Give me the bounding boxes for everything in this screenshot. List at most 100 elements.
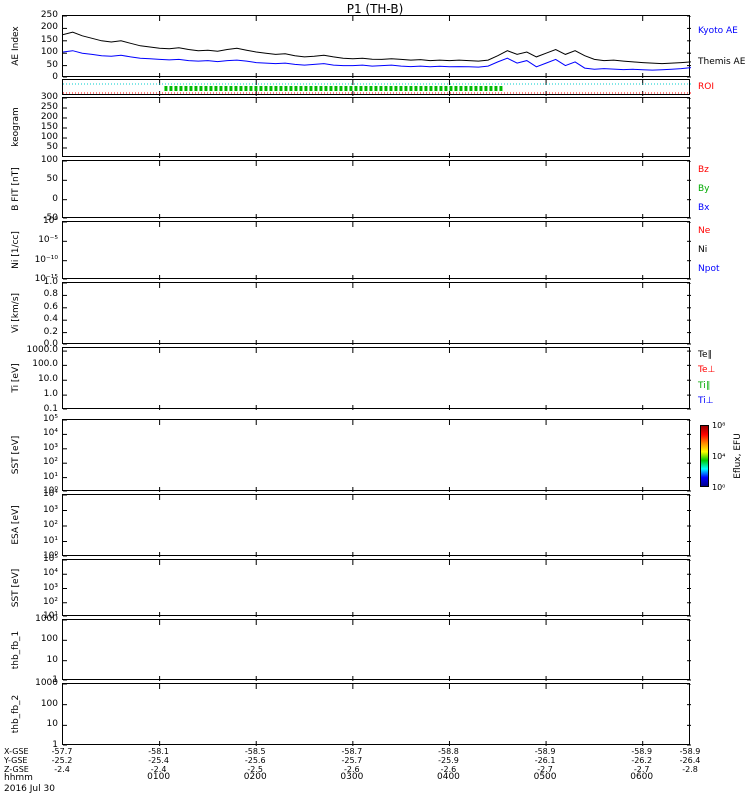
y-tick-label: 0.1 [43, 404, 58, 414]
y-tick-label: 50 [46, 141, 58, 152]
y-tick-label: 200 [40, 111, 58, 122]
var-row-value: -2.7 [633, 765, 650, 774]
panel-plot-thb-fb-2 [63, 684, 691, 746]
y-tick-label: 0 [52, 72, 58, 82]
colorbar-tick-label: 10⁰ [712, 483, 726, 492]
panel-plot-sst-ions [63, 420, 691, 492]
panel-plot-ae-index [63, 16, 691, 78]
y-tick-label: 0.8 [43, 289, 58, 300]
right-label: Te⊥ [698, 365, 716, 376]
y-axis-label-sst-electrons: SST [eV] [11, 568, 21, 607]
y-tick-label: 10⁴ [42, 428, 58, 439]
y-axis-label-ti: Ti [eV] [11, 363, 21, 393]
var-row-value: -2.8 [682, 765, 698, 774]
right-label: Bz [698, 164, 709, 175]
y-tick-label: 10 [46, 719, 58, 730]
y-axis-label-ae-index: AE Index [11, 26, 21, 66]
right-label: ROI [698, 82, 714, 92]
panel-plot-esa [63, 495, 691, 557]
time-tick-label: 0600 [630, 772, 654, 782]
y-tick-label: -50 [43, 213, 58, 223]
y-tick-label: 10⁻⁵ [38, 235, 58, 246]
y-tick-label: 10² [42, 520, 58, 530]
y-tick-label: 100 [40, 698, 58, 709]
y-tick-label: 10⁻¹⁵ [34, 274, 58, 284]
var-row-value: -57.7 [51, 747, 73, 756]
y-tick-label: 10⁵ [42, 554, 58, 564]
panel-plot-b-fit [63, 161, 691, 219]
y-tick-label: 1000 [35, 614, 58, 624]
panel-b-fit [62, 160, 691, 219]
y-axis-label-ni: Ni [1/cc] [11, 231, 21, 269]
right-label: Ne [698, 225, 711, 236]
panel-vi [62, 282, 691, 345]
y-tick-label: 100 [40, 155, 58, 165]
var-row-value: -25.6 [244, 756, 266, 765]
y-tick-label: 10³ [42, 504, 58, 515]
var-row-value: -26.2 [631, 756, 653, 765]
panel-plot-keogram [63, 98, 691, 158]
y-tick-label: 0.4 [43, 314, 58, 325]
y-tick-label: 150 [40, 34, 58, 45]
var-row-value: -26.1 [534, 756, 556, 765]
panel-plot-thb-fb-1 [63, 620, 691, 681]
panel-plot-vi [63, 283, 691, 345]
y-tick-label: 0.2 [43, 326, 58, 337]
time-tick-label: 0300 [340, 772, 364, 782]
panel-sst-electrons [62, 559, 691, 617]
plot-title: P1 (TH-B) [346, 2, 404, 16]
var-row-value: -25.4 [148, 756, 169, 765]
y-tick-label: 10⁴ [42, 568, 58, 579]
var-row-value: -58.5 [244, 747, 266, 756]
right-label: Ti∥ [698, 380, 711, 391]
y-tick-label: 10² [42, 457, 58, 468]
y-axis-label-sst-ions: SST [eV] [11, 435, 21, 475]
y-tick-label: 1.0 [43, 277, 58, 287]
y-tick-label: 150 [40, 122, 58, 132]
colorbar [700, 425, 709, 487]
y-tick-label: 100 [40, 47, 58, 58]
var-row-label: Z-GSE [4, 765, 29, 774]
panel-plot-roi [63, 80, 691, 96]
var-row-value: -25.2 [51, 756, 73, 765]
var-row-value: -58.8 [438, 747, 459, 756]
right-label: Npot [698, 264, 720, 275]
y-tick-label: 10⁰ [42, 551, 58, 561]
right-label: Ni [698, 245, 708, 255]
y-tick-label: 50 [46, 59, 58, 70]
y-tick-label: 1000 [35, 678, 58, 688]
y-tick-label: 10⁰ [42, 216, 58, 226]
colorbar-axis-label: Eflux, EFU [733, 433, 743, 479]
var-row-value: -25.7 [341, 756, 363, 765]
panel-esa [62, 494, 691, 557]
y-tick-label: 0.0 [43, 339, 58, 349]
right-label: Te∥ [698, 349, 713, 360]
var-row-value: -58.1 [148, 747, 169, 756]
colorbar-tick-label: 10⁴ [712, 452, 726, 461]
var-row-value: -2.4 [54, 765, 70, 774]
y-tick-label: 10⁻¹⁰ [34, 254, 58, 265]
colorbar-tick-label: 10⁸ [712, 421, 726, 430]
panel-plot-ni [63, 222, 691, 280]
time-tick-label: 0500 [533, 772, 557, 782]
var-row-value: -58.9 [679, 747, 701, 756]
y-tick-label: 1.0 [43, 389, 58, 400]
y-tick-label: 10⁴ [42, 489, 58, 499]
y-tick-label: 50 [46, 174, 58, 185]
var-row-value: -58.9 [631, 747, 653, 756]
y-tick-label: 1000.0 [26, 345, 59, 356]
y-tick-label: 10¹ [42, 611, 58, 621]
y-axis-label-thb-fb-1: thb_fb_1 [11, 630, 21, 669]
panel-roi [62, 79, 691, 96]
panel-thb-fb-2 [62, 683, 691, 746]
panel-keogram [62, 97, 691, 158]
y-axis-label-vi: Vi [km/s] [11, 292, 21, 334]
y-tick-label: 10 [46, 654, 58, 665]
var-row-value: -2.7 [537, 765, 553, 774]
y-tick-label: 0 [52, 193, 58, 204]
y-axis-label-keogram: keogram [11, 107, 21, 147]
y-tick-label: 10¹ [42, 535, 58, 546]
right-label: Bx [698, 203, 710, 214]
date-label: 2016 Jul 30 [4, 784, 55, 794]
